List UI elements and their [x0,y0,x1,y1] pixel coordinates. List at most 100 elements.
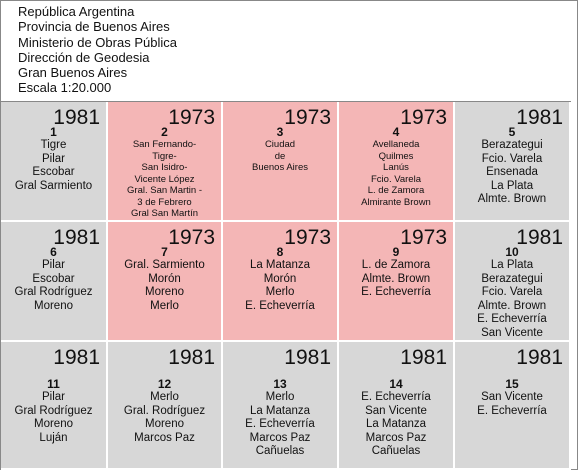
sheet-cell: 1973 9 L. de Zamora Almte. Brown E. Echeverr… [339,222,455,342]
sheet-cell: 1973 8 La Matanza Morón Merlo E. Echeverría [223,222,339,342]
header-line: Escala 1:20.000 [18,80,112,96]
sheet-grid: 1981 1 Tigre Pilar Escobar Gral Sarmiento 1973… [1,101,571,470]
sheet-year: 1973 [400,226,447,249]
place-name: Gral. Sarmiento [124,259,205,271]
place-name: Morón [148,272,181,285]
header-line: Ministerio de Obras Pública [18,34,177,50]
place-name: Moreno [34,418,73,430]
place-name: Ciudad [264,139,296,150]
sheet-cell: 1973 2 San Fernando- Tigre- San Isidro- Vicen… [108,102,223,222]
place-name: La Plata [490,259,534,271]
place-name: Merlo [150,299,179,312]
header: República Argentina Provincia de Buenos A… [18,4,177,96]
sheet-year: 1981 [168,346,215,369]
sheet-number: 10 [505,245,519,259]
place-name: Gral. San Martin - [127,185,202,196]
sheet-body: 14 E. Echeverría San Vicente La Matanza Marc… [339,378,453,459]
place-name: Tigre- [152,150,177,162]
place-name: Quilmes [378,150,414,162]
place-name: San Vicente [481,391,543,403]
sheet-body: 6 Pilar Escobar Gral Rodríguez Moreno [1,246,106,313]
header-line: Dirección de Geodesia [18,49,150,65]
sheet-body: 5 Berazategui Fcio. Varela Ensenada La Plata… [455,126,569,207]
sheet-number: 13 [273,377,287,391]
sheet-number: 6 [50,245,57,259]
place-name: 3 de Febrero [137,196,192,208]
sheet-year: 1981 [53,226,100,249]
sheet-cell: 1981 11 Pilar Gral Rodríguez Moreno Luján [1,342,108,470]
sheet-number: 3 [276,125,284,139]
sheet-cell: 1973 3 Ciudad de Buenos Aires [223,102,339,222]
place-name: Gral Rodríguez [14,404,93,417]
sheet-number: 11 [47,377,60,391]
place-name: Gral Rodríguez [14,286,93,298]
place-name: Merlo [265,286,295,298]
place-name: L. de Zamora [367,185,425,196]
sheet-year: 1981 [400,346,447,369]
sheet-cell: 1981 15 San Vicente E. Echeverría [455,342,571,470]
place-name: San Vicente [365,404,427,417]
place-name: La Matanza [365,418,427,430]
place-name: San Isidro- [141,162,188,173]
place-name: Escobar [32,272,75,285]
sheet-cell: 1981 13 Merlo La Matanza E. Echeverría Marcos… [223,342,339,470]
place-name: E. Echeverría [245,418,315,430]
sheet-number: 4 [392,125,400,139]
sheet-year: 1981 [53,106,100,129]
place-name: Almte. Brown [477,299,547,312]
place-name: Cañuelas [371,445,421,457]
header-line: Provincia de Buenos Aires [18,19,170,35]
place-name: E. Echeverría [361,286,431,298]
place-name: Berazategui [481,272,543,285]
place-name: Tigre [40,139,67,151]
sheet-number: 5 [508,125,516,139]
sheet-year: 1981 [284,346,331,369]
place-name: Moreno [34,299,73,312]
sheet-body: 4 Avellaneda Quilmes Lanús Fcio. Varela L. de… [339,126,453,208]
place-name: Moreno [145,418,184,430]
place-name: Merlo [150,391,179,403]
sheet-body: 1 Tigre Pilar Escobar Gral Sarmiento [1,126,106,193]
sheet-cell: 1981 5 Berazategui Fcio. Varela Ensenada La P… [455,102,571,222]
sheet-cell: 1981 10 La Plata Berazategui Fcio. Varela Alm… [455,222,571,342]
place-name: San Vicente [481,326,543,339]
place-name: Moreno [145,286,184,298]
place-name: E. Echeverría [477,313,547,325]
place-name: Morón [263,272,297,285]
place-name: Fcio. Varela [481,286,543,298]
place-name: La Plata [490,179,534,192]
place-name: Pilar [41,259,65,271]
place-name: Pilar [41,391,65,403]
place-name: La Matanza [249,259,311,271]
place-name: Cañuelas [255,445,305,457]
place-name: de [274,150,286,162]
place-name: E. Echeverría [245,299,315,312]
sheet-number: 14 [389,377,403,391]
sheet-year: 1981 [516,226,563,249]
place-name: Gral San Martín [130,208,199,219]
sheet-year: 1981 [516,106,563,129]
place-name: Pilar [41,152,65,165]
sheet-body: 11 Pilar Gral Rodríguez Moreno Luján [1,378,106,445]
place-name: Merlo [265,391,295,403]
sheet-body: 12 Merlo Gral. Rodríguez Moreno Marcos Paz [108,378,221,445]
sheet-number: 15 [505,377,519,391]
place-name: Vicente López [134,173,195,185]
sheet-year: 1981 [53,346,100,369]
place-name: Ensenada [486,166,538,178]
sheet-cell: 1981 1 Tigre Pilar Escobar Gral Sarmiento [1,102,108,222]
sheet-cell: 1981 12 Merlo Gral. Rodríguez Moreno Marcos P… [108,342,223,470]
place-name: Marcos Paz [365,431,427,444]
sheet-year: 1973 [400,106,447,129]
sheet-year: 1981 [516,346,563,369]
place-name: Berazategui [481,139,543,151]
header-line: República Argentina [18,4,135,19]
sheet-cell: 1981 14 E. Echeverría San Vicente La Matanza… [339,342,455,470]
place-name: Marcos Paz [249,431,311,444]
sheet-body: 10 La Plata Berazategui Fcio. Varela Almte. … [455,246,569,340]
sheet-year: 1973 [284,226,331,249]
sheet-number: 7 [161,245,168,259]
place-name: Gral Sarmiento [14,179,93,192]
header-line: Gran Buenos Aires [18,65,128,81]
sheet-year: 1973 [168,106,215,129]
